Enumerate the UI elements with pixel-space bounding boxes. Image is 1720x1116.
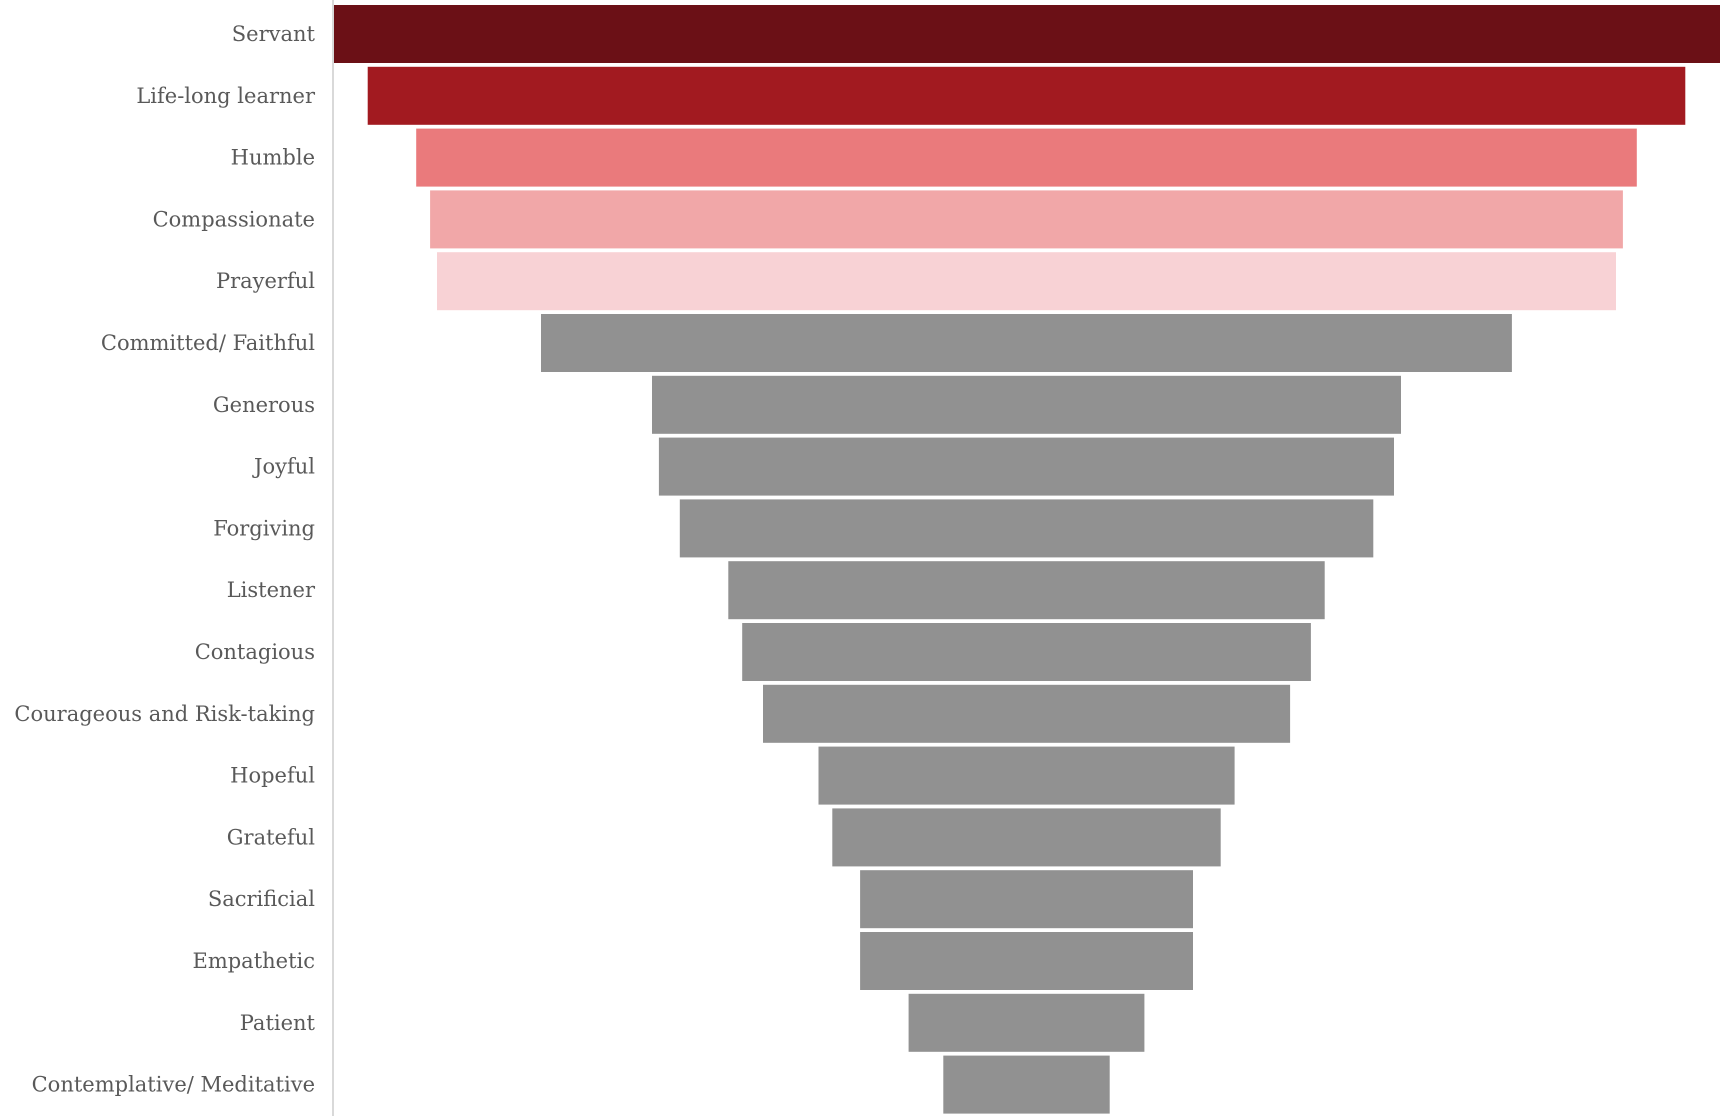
funnel-bar [679, 499, 1374, 558]
category-label: Humble [231, 146, 315, 170]
funnel-bar [728, 561, 1325, 620]
funnel-bar [658, 437, 1394, 496]
category-label: Patient [240, 1011, 316, 1035]
funnel-bar [908, 993, 1145, 1052]
category-label: Empathetic [192, 949, 315, 973]
funnel-bar [860, 870, 1193, 929]
funnel-bar [416, 128, 1637, 187]
funnel-bar [437, 252, 1616, 311]
funnel-bar [333, 5, 1720, 63]
funnel-bar [541, 314, 1512, 372]
funnel-bar [943, 1055, 1110, 1114]
category-label: Compassionate [153, 207, 315, 231]
category-label: Sacrificial [208, 887, 315, 911]
category-label: Prayerful [216, 269, 315, 293]
category-label: Grateful [227, 825, 315, 849]
category-label: Servant [232, 22, 316, 46]
funnel-bar [763, 684, 1291, 743]
funnel-bar [742, 623, 1311, 681]
category-label: Contagious [195, 640, 315, 664]
category-label: Hopeful [230, 764, 315, 788]
category-label: Joyful [252, 455, 315, 479]
bars-group [333, 5, 1720, 1114]
funnel-bar [430, 190, 1623, 249]
category-label: Generous [213, 393, 315, 417]
category-labels: Servant Life-long learner Humble Compassion… [14, 22, 316, 1097]
category-label: Forgiving [213, 516, 315, 540]
funnel-bar [652, 375, 1401, 434]
funnel-bar [860, 932, 1193, 990]
category-label: Contemplative/ Meditative [32, 1073, 315, 1097]
category-label: Life-long learner [136, 84, 316, 108]
funnel-bar [818, 746, 1235, 805]
category-label: Committed/ Faithful [101, 331, 315, 355]
funnel-bar [367, 66, 1686, 125]
funnel-bar [832, 808, 1221, 867]
category-label: Listener [227, 578, 316, 602]
category-label: Courageous and Risk-taking [14, 702, 315, 726]
